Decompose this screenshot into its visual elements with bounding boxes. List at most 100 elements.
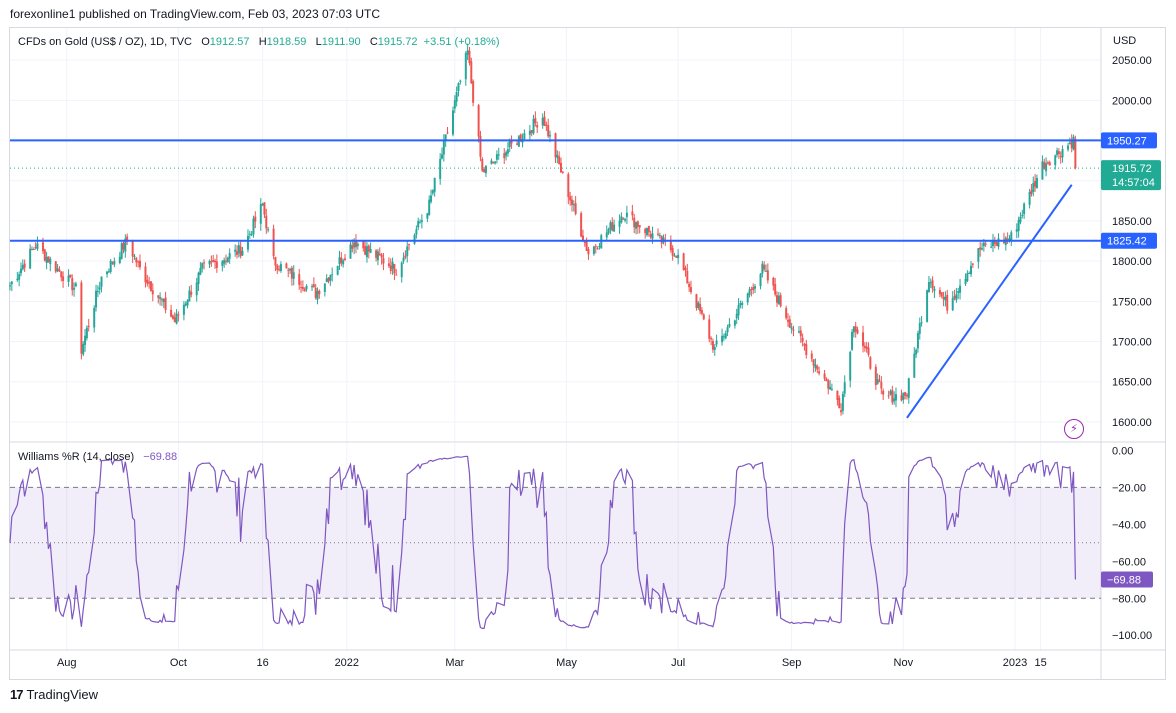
candle-body — [971, 263, 974, 265]
candle-body — [439, 158, 442, 179]
candle-body — [135, 257, 138, 263]
candle-body — [854, 326, 857, 332]
candle-body — [777, 295, 780, 305]
candle-body — [979, 247, 982, 250]
candle-body — [312, 284, 315, 288]
candle-body — [111, 262, 114, 264]
candle-body — [419, 222, 422, 224]
candle-body — [647, 225, 650, 233]
candle-body — [516, 143, 519, 145]
candle-body — [327, 277, 330, 282]
candle-body — [349, 244, 352, 259]
candle-body — [997, 238, 1000, 247]
time-tick-label: Sep — [782, 657, 802, 669]
candle-body — [938, 290, 941, 295]
candle-body — [763, 264, 766, 270]
candle-body — [869, 357, 872, 369]
candle-body — [1032, 183, 1035, 192]
price-tick-label: 1750.00 — [1112, 296, 1152, 308]
candle-body — [479, 136, 482, 157]
candle-body — [376, 251, 379, 261]
candle-body — [840, 410, 843, 413]
candle-body — [611, 222, 614, 231]
indicator-name: Williams %R (14, close) — [18, 451, 135, 463]
candle-body — [722, 336, 725, 338]
candle-body — [1019, 216, 1022, 223]
candle-body — [594, 246, 597, 248]
candle-body — [534, 118, 537, 124]
candle-body — [735, 313, 738, 319]
candle-body — [818, 371, 821, 374]
wr-tick-label: −80.00 — [1112, 593, 1146, 605]
candle-body — [543, 116, 546, 126]
candle-body — [711, 341, 714, 350]
level-label: 1950.27 — [1107, 135, 1147, 147]
candle-body — [159, 297, 162, 299]
candle-body — [959, 285, 962, 293]
lightning-icon[interactable]: ⚡ — [1064, 419, 1084, 439]
candle-body — [750, 289, 753, 291]
candle-body — [212, 259, 215, 262]
candle-body — [927, 282, 930, 293]
candle-body — [338, 257, 341, 265]
footer-brand[interactable]: 17 TradingView — [10, 687, 98, 702]
candle-body — [505, 152, 508, 156]
candle-body — [226, 257, 229, 262]
candle-body — [30, 249, 33, 251]
candle-body — [29, 248, 32, 269]
candle-body — [9, 285, 11, 287]
candle-body — [697, 302, 700, 308]
candle-body — [285, 263, 288, 269]
candle-body — [343, 258, 346, 260]
candle-body — [982, 242, 985, 247]
candle-body — [45, 257, 48, 263]
candle-body — [10, 281, 13, 285]
candle-body — [964, 279, 967, 285]
candle-body — [946, 294, 949, 311]
candle-body — [942, 296, 945, 300]
candle-body — [880, 382, 883, 389]
candle-body — [276, 265, 279, 271]
candle-body — [1030, 190, 1033, 195]
candle-body — [581, 235, 584, 242]
candle-body — [274, 257, 277, 266]
candle-body — [708, 319, 711, 339]
price-tick-label: 1800.00 — [1112, 256, 1152, 268]
candle-body — [561, 171, 564, 173]
candle-body — [746, 293, 749, 303]
tradingview-logo-icon: 17 — [10, 687, 24, 702]
candle-body — [790, 327, 793, 330]
candles-group — [9, 43, 1077, 416]
candle-body — [300, 287, 303, 289]
candle-body — [342, 260, 345, 265]
candle-body — [278, 269, 281, 271]
low-value: 1911.90 — [321, 36, 361, 48]
candle-body — [862, 332, 865, 347]
symbol-label: CFDs on Gold (US$ / OZ), 1D, TVC — [18, 36, 193, 48]
candle-body — [915, 349, 918, 355]
candle-body — [234, 249, 237, 252]
candle-body — [737, 305, 740, 316]
candle-body — [69, 274, 72, 278]
candle-body — [80, 282, 83, 354]
indicator-legend[interactable]: Williams %R (14, close) −69.88 — [18, 451, 177, 463]
wr-line — [9, 455, 1076, 630]
candle-body — [56, 268, 59, 272]
candle-body — [786, 319, 789, 322]
candle-body — [981, 248, 984, 250]
open-value: 1912.57 — [209, 36, 250, 48]
candle-body — [62, 276, 65, 281]
candle-body — [85, 327, 88, 339]
candle-body — [920, 322, 923, 324]
candle-body — [596, 248, 599, 250]
candle-body — [891, 389, 894, 403]
candle-body — [214, 260, 217, 263]
candle-body — [367, 245, 370, 252]
candle-body — [801, 337, 804, 342]
candle-body — [574, 203, 577, 214]
candle-body — [67, 275, 70, 282]
candle-body — [684, 267, 687, 271]
candle-body — [510, 140, 513, 144]
candle-body — [810, 353, 813, 359]
